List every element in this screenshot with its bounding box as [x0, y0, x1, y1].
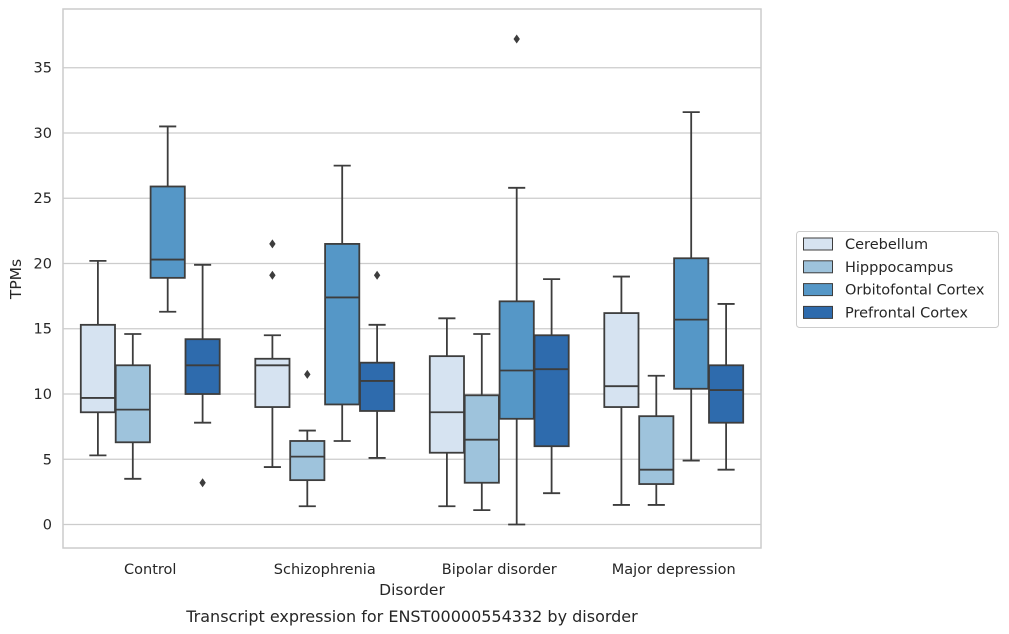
x-tick-label: Major depression	[612, 562, 736, 578]
box-group	[149, 125, 186, 313]
box-group	[428, 317, 465, 508]
iqr-box	[149, 185, 186, 279]
figure-caption: Transcript expression for ENST0000055433…	[185, 607, 638, 626]
box-group	[114, 333, 151, 480]
iqr-box	[114, 364, 151, 444]
legend-item: Cerebellum	[803, 237, 928, 253]
iqr-box	[498, 300, 535, 420]
box-group	[498, 34, 535, 526]
box-group	[673, 111, 710, 462]
outlier-point	[513, 34, 520, 44]
box-group	[359, 270, 396, 459]
box-group	[254, 239, 291, 468]
x-tick-label: Schizophrenia	[274, 562, 376, 578]
y-tick-label: 0	[43, 518, 52, 534]
iqr-box	[708, 364, 745, 424]
y-tick-label: 35	[34, 61, 52, 77]
x-tick-labels: Control Schizophrenia Bipolar disorder Majo…	[124, 562, 736, 578]
plot-frame	[62, 8, 762, 549]
outlier-point	[269, 239, 276, 249]
box-group	[533, 278, 570, 495]
box-group	[463, 333, 500, 512]
legend-swatch	[803, 237, 833, 251]
x-tick-label: Control	[124, 562, 176, 578]
box-group	[603, 275, 640, 506]
box-group	[708, 303, 745, 471]
legend-item: Hipppocampus	[803, 260, 953, 276]
iqr-box	[184, 338, 221, 395]
x-tick-label: Bipolar disorder	[442, 562, 557, 578]
legend-label: Cerebellum	[845, 237, 928, 253]
y-tick-label: 25	[34, 191, 52, 207]
y-tick-labels: 0 5 10 15 20 25 30 35	[34, 61, 52, 534]
legend-item: Orbitofontal Cortex	[803, 283, 985, 299]
y-tick-label: 30	[34, 126, 52, 142]
legend: Cerebellum Hipppocampus Orbitofontal Corte…	[796, 231, 999, 328]
legend-swatch	[803, 260, 833, 274]
outlier-point	[269, 270, 276, 280]
legend-item: Prefrontal Cortex	[803, 305, 968, 321]
iqr-box	[428, 355, 465, 454]
legend-label: Orbitofontal Cortex	[845, 283, 985, 299]
x-axis-label: Disorder	[379, 581, 445, 599]
legend-swatch	[803, 283, 833, 297]
iqr-box	[673, 257, 710, 390]
box-group	[638, 374, 675, 506]
box-group	[324, 164, 361, 442]
y-tick-label: 15	[34, 322, 52, 338]
legend-swatch	[803, 305, 833, 319]
legend-label: Hipppocampus	[845, 260, 953, 276]
outlier-point	[373, 270, 381, 280]
iqr-box	[603, 312, 640, 408]
iqr-box	[359, 361, 396, 412]
outlier-point	[199, 478, 206, 488]
y-tick-label: 10	[34, 387, 52, 403]
iqr-box	[533, 334, 570, 448]
iqr-box	[324, 243, 361, 406]
plot-boxes	[79, 34, 745, 526]
y-tick-label: 5	[43, 452, 52, 468]
iqr-box	[79, 323, 116, 414]
box-group	[184, 263, 221, 488]
y-axis-label: TPMs	[7, 259, 25, 300]
iqr-box	[254, 357, 291, 408]
box-group	[79, 259, 116, 457]
legend-frame	[796, 231, 999, 328]
y-tick-label: 20	[34, 256, 52, 272]
iqr-box	[638, 415, 675, 485]
legend-label: Prefrontal Cortex	[845, 305, 968, 321]
box-group	[289, 369, 326, 508]
outlier-point	[304, 369, 311, 379]
iqr-box	[289, 440, 326, 482]
